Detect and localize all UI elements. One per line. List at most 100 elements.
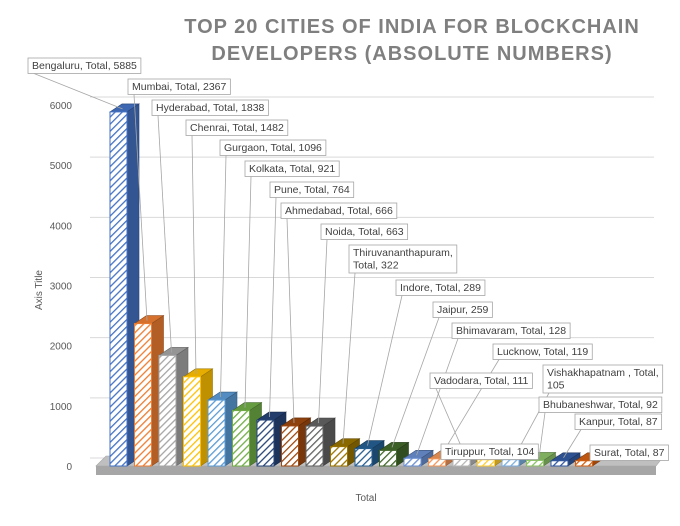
data-label-kanpur: Kanpur, Total, 87 bbox=[574, 413, 663, 430]
data-label-text: Vadodara, Total, 111 bbox=[434, 375, 529, 387]
data-label-text: Bengaluru, Total, 5885 bbox=[32, 60, 137, 72]
data-label-bhimavaram: Bhimavaram, Total, 128 bbox=[451, 322, 571, 339]
y-axis-ticks: 0 1000 2000 3000 4000 5000 6000 bbox=[50, 101, 73, 473]
data-label-hyderabad: Hyderabad, Total, 1838 bbox=[151, 99, 269, 116]
bar-front bbox=[281, 425, 299, 467]
bar-front bbox=[501, 459, 520, 467]
bar-front bbox=[477, 459, 495, 467]
data-label-box bbox=[440, 443, 539, 460]
bar-front bbox=[134, 323, 152, 467]
leader-line bbox=[416, 338, 459, 456]
data-label-box bbox=[574, 413, 663, 430]
data-label-text: Thiruvananthapuram, bbox=[353, 247, 453, 259]
data-label-text: Kolkata, Total, 921 bbox=[249, 163, 335, 175]
chart-title: TOP 20 CITIES OF INDIA FOR BLOCKCHAIN DE… bbox=[184, 16, 640, 65]
leader-line bbox=[191, 135, 197, 374]
data-label-box bbox=[185, 119, 289, 136]
data-label-tiruppur: Tiruppur, Total, 104 bbox=[440, 443, 539, 460]
chart-title-line-1: TOP 20 CITIES OF INDIA FOR BLOCKCHAIN bbox=[184, 16, 640, 38]
data-label-ahmedabad: Ahmedabad, Total, 666 bbox=[280, 202, 398, 219]
leader-line bbox=[244, 176, 252, 408]
leader-line bbox=[342, 272, 356, 444]
data-label-box bbox=[151, 99, 269, 116]
data-label-box bbox=[432, 301, 493, 318]
leader-line bbox=[318, 239, 328, 424]
data-label-text: Tiruppur, Total, 104 bbox=[445, 446, 534, 458]
data-label-text: Pune, Total, 764 bbox=[274, 184, 350, 196]
data-label-text: Jaipur, 259 bbox=[437, 304, 489, 316]
data-label-kolkata: Kolkata, Total, 921 bbox=[244, 160, 340, 177]
data-label-box bbox=[219, 139, 327, 156]
leader-line bbox=[286, 218, 295, 423]
data-label-box bbox=[27, 57, 142, 74]
bar-front bbox=[550, 460, 569, 467]
data-label-text: Kanpur, Total, 87 bbox=[579, 416, 658, 428]
bar-jaipur bbox=[378, 441, 410, 467]
data-label-lucknow: Lucknow, Total, 119 bbox=[492, 343, 593, 360]
data-label-text: 105 bbox=[547, 380, 565, 392]
data-label-text: Gurgaon, Total, 1096 bbox=[224, 142, 322, 154]
leader-line bbox=[157, 115, 172, 353]
data-label-box bbox=[492, 343, 593, 360]
data-label-box bbox=[269, 181, 355, 198]
data-label-box bbox=[538, 396, 663, 413]
leader-line bbox=[538, 412, 546, 458]
bar-front bbox=[232, 410, 250, 467]
bar-front bbox=[575, 460, 593, 467]
leader-line bbox=[367, 295, 403, 446]
data-label-box bbox=[429, 372, 533, 389]
data-label-box bbox=[542, 364, 664, 394]
data-label-vishakhapatnam: Vishakhapatnam , Total,105 bbox=[542, 364, 664, 394]
data-label-thiruvananthapuram: Thiruvananthapuram,Total, 322 bbox=[348, 244, 458, 274]
data-label-indore: Indore, Total, 289 bbox=[395, 279, 486, 296]
data-label-text: Surat, Total, 87 bbox=[594, 447, 665, 459]
y-tick-label: 3000 bbox=[50, 282, 73, 293]
leader-line bbox=[563, 429, 582, 458]
data-label-box bbox=[451, 322, 571, 339]
data-label-text: Total, 322 bbox=[353, 260, 399, 272]
bar-series-total bbox=[109, 103, 606, 467]
data-label-text: Chenrai, Total, 1482 bbox=[190, 122, 284, 134]
data-label-box bbox=[589, 444, 669, 461]
data-label-text: Mumbai, Total, 2367 bbox=[132, 81, 227, 93]
bar-front bbox=[330, 446, 348, 467]
data-label-surat: Surat, Total, 87 bbox=[589, 444, 669, 461]
y-tick-label: 2000 bbox=[50, 342, 73, 353]
data-labels: Bengaluru, Total, 5885 Mumbai, Total, 236… bbox=[27, 57, 669, 461]
data-label-text: Ahmedabad, Total, 666 bbox=[285, 205, 393, 217]
data-label-text: Noida, Total, 663 bbox=[325, 226, 404, 238]
data-label-box bbox=[348, 244, 458, 274]
bar-mumbai bbox=[133, 315, 165, 467]
bar-front bbox=[158, 354, 177, 467]
y-tick-label: 6000 bbox=[50, 101, 73, 112]
y-tick-label: 5000 bbox=[50, 161, 73, 172]
bar-front bbox=[109, 111, 128, 467]
floor-front bbox=[96, 466, 656, 475]
data-label-box bbox=[127, 78, 231, 95]
chart-title-line-2: DEVELOPERS (ABSOLUTE NUMBERS) bbox=[211, 43, 612, 65]
data-label-text: Hyderabad, Total, 1838 bbox=[156, 102, 265, 114]
data-label-jaipur: Jaipur, 259 bbox=[432, 301, 493, 318]
y-tick-label: 0 bbox=[66, 462, 72, 473]
leader-line bbox=[391, 317, 440, 448]
y-tick-label: 1000 bbox=[50, 402, 73, 413]
data-label-bhubaneshwar: Bhubaneshwar, Total, 92 bbox=[538, 396, 663, 413]
leader-line bbox=[33, 73, 123, 110]
bar-front bbox=[207, 399, 226, 467]
data-label-vadodara: Vadodara, Total, 111 bbox=[429, 372, 533, 389]
bar-front bbox=[526, 459, 544, 467]
x-axis-title: Total bbox=[355, 493, 376, 504]
data-label-text: Bhimavaram, Total, 128 bbox=[456, 325, 566, 337]
y-tick-label: 4000 bbox=[50, 221, 73, 232]
data-label-text: Bhubaneshwar, Total, 92 bbox=[543, 399, 658, 411]
bar-thiruvananthapuram bbox=[329, 438, 361, 467]
bar-front bbox=[452, 458, 471, 467]
bar-front bbox=[428, 458, 446, 467]
data-label-box bbox=[280, 202, 398, 219]
data-label-bengaluru: Bengaluru, Total, 5885 bbox=[27, 57, 142, 74]
bar-front bbox=[403, 457, 422, 467]
leader-line bbox=[220, 155, 227, 398]
data-label-mumbai: Mumbai, Total, 2367 bbox=[127, 78, 231, 95]
bar-front bbox=[256, 419, 275, 467]
